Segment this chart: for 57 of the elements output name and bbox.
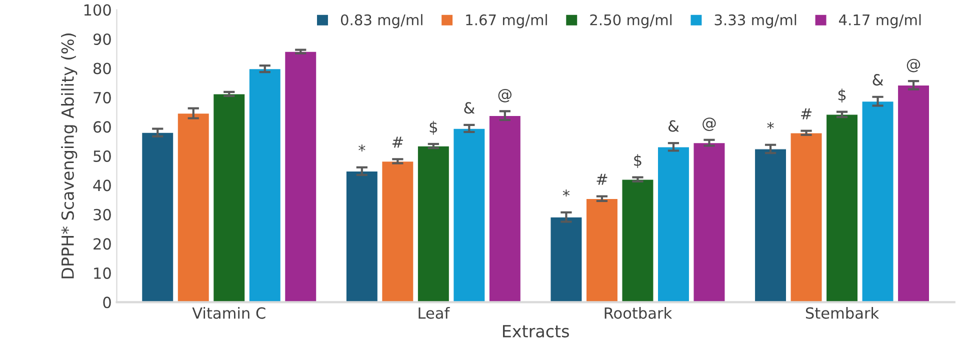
- bar: [897, 84, 930, 302]
- bar: [826, 114, 858, 302]
- annotation: #: [801, 108, 812, 120]
- y-axis-title: DPPH* Scavenging Ability (%): [61, 33, 78, 278]
- annotation: #: [596, 174, 608, 185]
- bar: [790, 132, 822, 302]
- bar: [248, 68, 282, 302]
- y-tick-label: 100: [84, 4, 111, 16]
- legend-label: 4.17 mg/ml: [838, 14, 921, 28]
- x-tick-label: Vitamin C: [192, 307, 266, 319]
- bar: [381, 160, 414, 302]
- annotation: #: [392, 136, 403, 148]
- bar: [657, 146, 690, 302]
- bar: [284, 51, 317, 302]
- annotation: @: [498, 88, 512, 102]
- legend-label: 0.83 mg/ml: [340, 14, 422, 28]
- y-tick-label: 70: [94, 92, 111, 104]
- bar: [212, 94, 246, 302]
- x-axis-title: Extracts: [503, 325, 569, 338]
- legend-label: 2.50 mg/ml: [590, 14, 672, 28]
- bar: [452, 128, 486, 302]
- bar: [417, 146, 450, 302]
- annotation: @: [702, 118, 716, 132]
- annotation: *: [767, 122, 774, 129]
- bar: [177, 112, 210, 302]
- annotation: $: [430, 120, 438, 135]
- y-tick-label: 20: [94, 238, 111, 250]
- annotation: $: [838, 88, 846, 103]
- y-tick-label: 80: [94, 62, 111, 74]
- bar: [550, 216, 582, 302]
- bar: [488, 115, 522, 302]
- annotation: *: [358, 144, 366, 152]
- annotation: &: [872, 74, 884, 86]
- annotation: $: [634, 154, 642, 168]
- bar: [622, 178, 654, 302]
- bar: [754, 148, 787, 302]
- x-tick-label: Rootbark: [604, 307, 672, 319]
- annotation: &: [464, 102, 475, 114]
- y-tick-label: 30: [94, 208, 111, 220]
- x-tick-label: Stembark: [806, 307, 880, 319]
- bar: [693, 142, 726, 302]
- legend-label: 1.67 mg/ml: [466, 14, 547, 28]
- y-tick-label: 50: [94, 150, 111, 162]
- y-tick-label: 90: [93, 33, 111, 46]
- y-tick-label: 40: [93, 180, 111, 192]
- annotation: &: [668, 120, 679, 132]
- bar: [346, 170, 378, 302]
- annotation: @: [906, 58, 920, 72]
- x-tick-label: Leaf: [418, 307, 450, 319]
- bar: [862, 100, 894, 302]
- bar: [141, 132, 174, 302]
- y-tick-label: 60: [94, 121, 111, 133]
- y-tick-label: 0: [103, 296, 111, 308]
- annotation: *: [562, 190, 570, 197]
- y-tick-label: 10: [94, 267, 111, 279]
- bar: [586, 198, 618, 302]
- legend-label: 3.33 mg/ml: [714, 14, 796, 28]
